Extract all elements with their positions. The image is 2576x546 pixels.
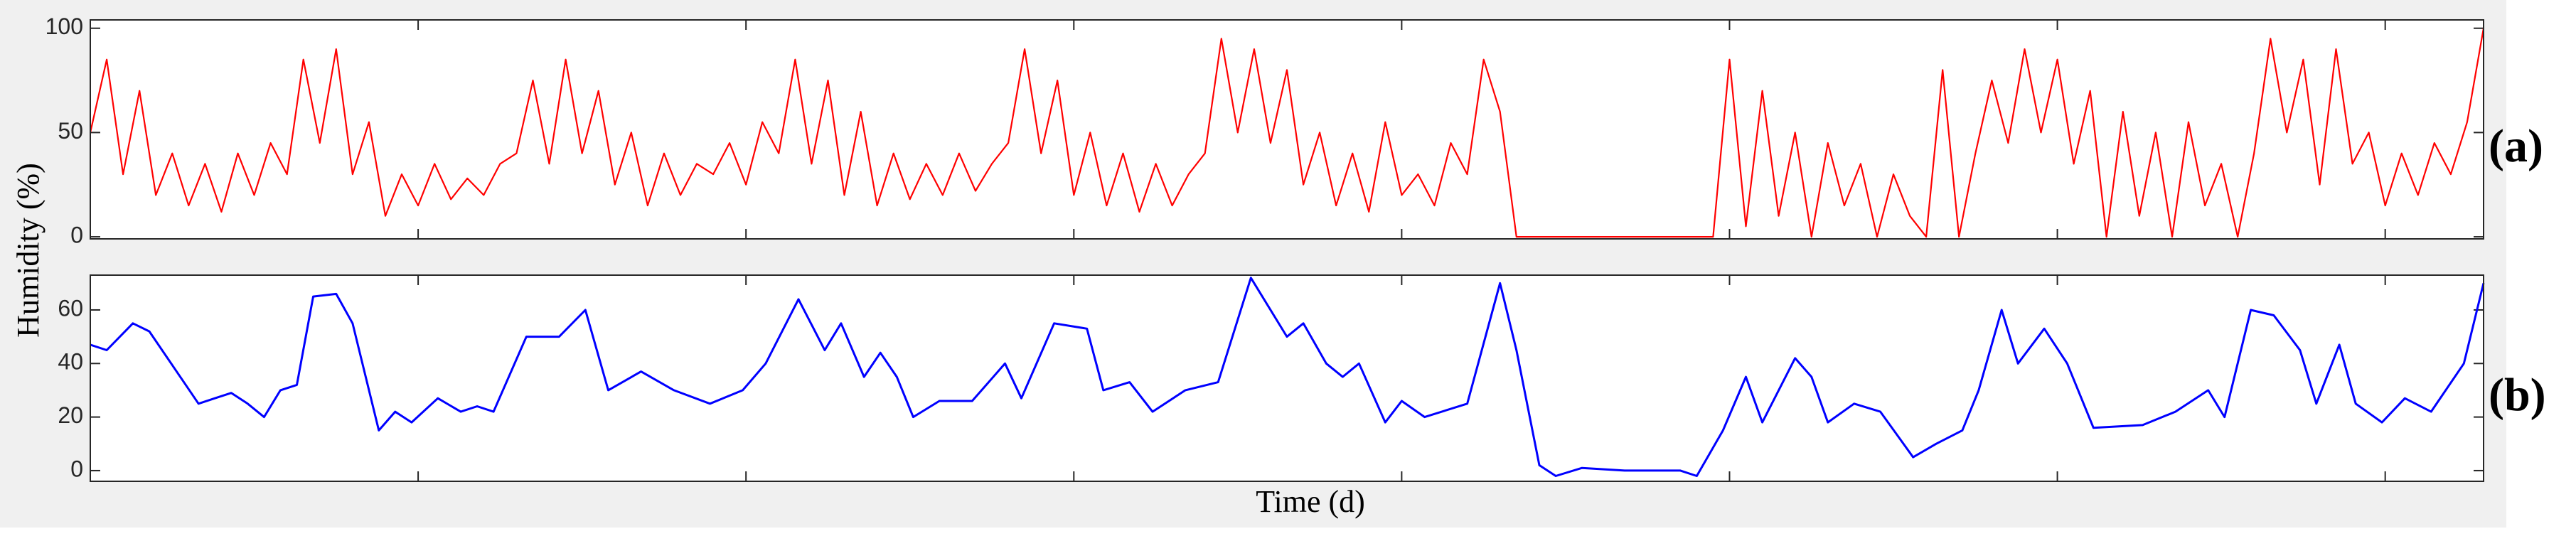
data-line — [90, 277, 2485, 477]
y-tick-label: 50 — [58, 118, 83, 144]
y-tick-label: 0 — [70, 223, 83, 248]
plot-area — [90, 275, 2484, 481]
panel-label: (b) — [2489, 369, 2546, 421]
y-tick-label: 40 — [58, 349, 83, 375]
data-line — [89, 28, 2485, 238]
plot-frame — [90, 274, 2484, 482]
panel-label: (a) — [2489, 120, 2543, 172]
y-tick-label: 100 — [46, 14, 83, 39]
y-tick-label: 20 — [58, 402, 83, 428]
plot-area — [90, 20, 2484, 239]
y-axis-label: Humidity (%) — [11, 163, 46, 338]
x-axis-label: Time (d) — [1256, 484, 1365, 519]
plot-frame — [90, 19, 2484, 240]
y-tick-label: 60 — [58, 295, 83, 321]
y-tick-label: 0 — [70, 456, 83, 481]
